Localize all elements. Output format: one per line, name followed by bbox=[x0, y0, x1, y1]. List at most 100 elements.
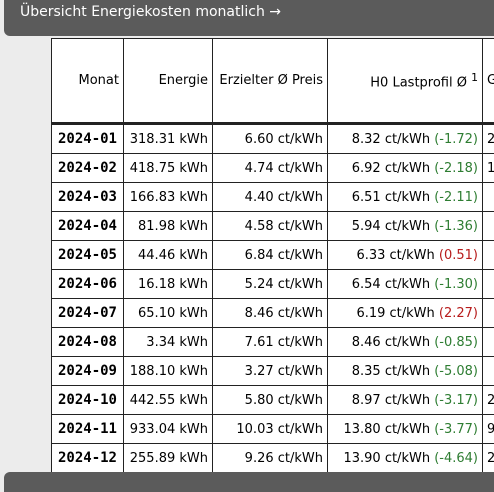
clipped-cell: 2 bbox=[483, 124, 494, 154]
column-header-text: Monat bbox=[79, 73, 119, 88]
price-cell: 4.74 ct/kWh bbox=[213, 154, 328, 183]
clipped-cell bbox=[483, 299, 494, 328]
column-header-text: Energie bbox=[159, 73, 208, 88]
price-cell: 6.60 ct/kWh bbox=[213, 124, 328, 154]
table-wrapper: Monat Energie Erzielter Ø Preis H0 Lastprof… bbox=[51, 38, 494, 472]
price-cell: 3.27 ct/kWh bbox=[213, 357, 328, 386]
price-cell: 4.58 ct/kWh bbox=[213, 212, 328, 241]
price-cell: 6.84 ct/kWh bbox=[213, 241, 328, 270]
h0-price: 5.94 ct/kWh bbox=[352, 219, 430, 234]
column-header: Erzielter Ø Preis bbox=[213, 39, 328, 124]
price-cell: 10.03 ct/kWh bbox=[213, 415, 328, 444]
column-header: Monat bbox=[52, 39, 124, 124]
h0-difference: (-3.17) bbox=[434, 393, 478, 408]
month-cell: 2024-02 bbox=[52, 154, 124, 183]
clipped-cell bbox=[483, 241, 494, 270]
month-cell: 2024-05 bbox=[52, 241, 124, 270]
price-cell: 9.26 ct/kWh bbox=[213, 444, 328, 473]
month-cell: 2024-11 bbox=[52, 415, 124, 444]
h0-difference: (-1.36) bbox=[434, 219, 478, 234]
h0-difference: (-2.18) bbox=[434, 161, 478, 176]
h0-difference: (-0.85) bbox=[434, 335, 478, 350]
month-cell: 2024-06 bbox=[52, 270, 124, 299]
h0-price: 8.32 ct/kWh bbox=[352, 132, 430, 147]
energy-cell: 442.55 kWh bbox=[124, 386, 213, 415]
h0-cell: 6.51 ct/kWh (-2.11) bbox=[328, 183, 483, 212]
month-cell: 2024-12 bbox=[52, 444, 124, 473]
clipped-text: 2 bbox=[487, 451, 494, 466]
month-cell: 2024-07 bbox=[52, 299, 124, 328]
h0-cell: 6.33 ct/kWh (0.51) bbox=[328, 241, 483, 270]
price-cell: 4.40 ct/kWh bbox=[213, 183, 328, 212]
column-header-text: G bbox=[487, 73, 494, 88]
h0-cell: 6.54 ct/kWh (-1.30) bbox=[328, 270, 483, 299]
clipped-cell: 1 bbox=[483, 154, 494, 183]
column-header-text: H0 Lastprofil Ø bbox=[370, 75, 467, 90]
clipped-cell bbox=[483, 183, 494, 212]
month-cell: 2024-09 bbox=[52, 357, 124, 386]
footnote-mark: 1 bbox=[471, 71, 478, 84]
column-header: Energie bbox=[124, 39, 213, 124]
h0-price: 6.33 ct/kWh bbox=[356, 248, 434, 263]
energy-cell: 16.18 kWh bbox=[124, 270, 213, 299]
h0-cell: 8.97 ct/kWh (-3.17) bbox=[328, 386, 483, 415]
clipped-cell bbox=[483, 328, 494, 357]
price-cell: 7.61 ct/kWh bbox=[213, 328, 328, 357]
header-row: Monat Energie Erzielter Ø Preis H0 Lastprof… bbox=[52, 39, 494, 124]
column-header: H0 Lastprofil Ø 1 bbox=[328, 39, 483, 124]
h0-cell: 13.90 ct/kWh (-4.64) bbox=[328, 444, 483, 473]
clipped-text: 1 bbox=[487, 161, 494, 176]
h0-difference: (2.27) bbox=[439, 306, 478, 321]
h0-price: 6.51 ct/kWh bbox=[352, 190, 430, 205]
price-cell: 5.24 ct/kWh bbox=[213, 270, 328, 299]
h0-cell: 8.32 ct/kWh (-1.72) bbox=[328, 124, 483, 154]
h0-price: 13.80 ct/kWh bbox=[343, 422, 430, 437]
table: Monat Energie Erzielter Ø Preis H0 Lastprof… bbox=[51, 38, 494, 472]
energy-cell: 81.98 kWh bbox=[124, 212, 213, 241]
energy-cell: 255.89 kWh bbox=[124, 444, 213, 473]
clipped-text: 2 bbox=[487, 132, 494, 147]
clipped-cell bbox=[483, 357, 494, 386]
energy-cell: 933.04 kWh bbox=[124, 415, 213, 444]
h0-difference: (-5.08) bbox=[434, 364, 478, 379]
column-header-text: Erzielter Ø Preis bbox=[219, 73, 323, 88]
h0-price: 8.35 ct/kWh bbox=[352, 364, 430, 379]
energy-cell: 188.10 kWh bbox=[124, 357, 213, 386]
clipped-text: 9 bbox=[487, 422, 494, 437]
h0-price: 6.92 ct/kWh bbox=[352, 161, 430, 176]
month-cell: 2024-04 bbox=[52, 212, 124, 241]
h0-price: 8.97 ct/kWh bbox=[352, 393, 430, 408]
h0-cell: 8.35 ct/kWh (-5.08) bbox=[328, 357, 483, 386]
h0-price: 6.19 ct/kWh bbox=[356, 306, 434, 321]
h0-cell: 5.94 ct/kWh (-1.36) bbox=[328, 212, 483, 241]
h0-price: 8.46 ct/kWh bbox=[352, 335, 430, 350]
energy-cell: 166.83 kWh bbox=[124, 183, 213, 212]
price-cell: 5.80 ct/kWh bbox=[213, 386, 328, 415]
month-cell: 2024-08 bbox=[52, 328, 124, 357]
header-bar[interactable]: Übersicht Energiekosten monatlich → bbox=[4, 0, 494, 36]
energy-cell: 318.31 kWh bbox=[124, 124, 213, 154]
energy-cell: 3.34 kWh bbox=[124, 328, 213, 357]
h0-difference: (-4.64) bbox=[434, 451, 478, 466]
h0-cell: 6.92 ct/kWh (-2.18) bbox=[328, 154, 483, 183]
energy-cell: 65.10 kWh bbox=[124, 299, 213, 328]
h0-difference: (0.51) bbox=[439, 248, 478, 263]
clipped-cell: 2 bbox=[483, 386, 494, 415]
month-cell: 2024-01 bbox=[52, 124, 124, 154]
h0-difference: (-1.72) bbox=[434, 132, 478, 147]
h0-price: 13.90 ct/kWh bbox=[343, 451, 430, 466]
clipped-cell: 2 bbox=[483, 444, 494, 473]
